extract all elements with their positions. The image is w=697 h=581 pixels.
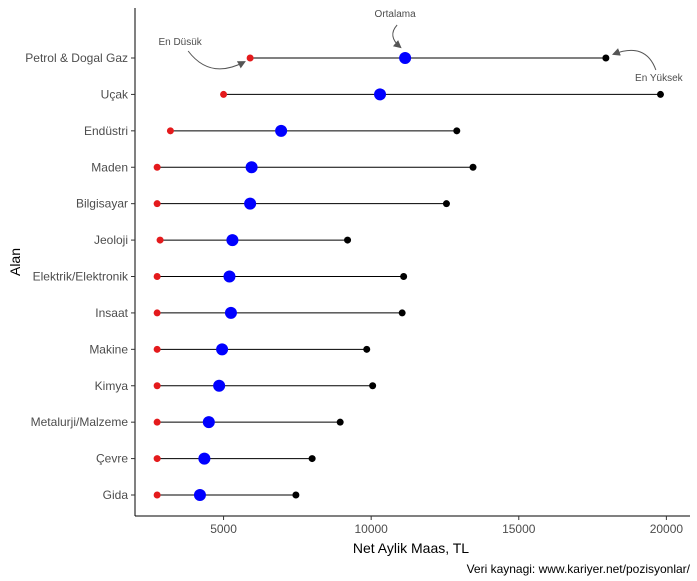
mean-point-0	[399, 52, 412, 64]
min-point-6	[153, 273, 161, 280]
annotations-layer: Ortalama En Düsük En Yüksek	[158, 9, 683, 84]
min-point-10	[153, 418, 161, 426]
min-point-7	[153, 309, 161, 317]
y-tick-label-11: Çevre	[96, 452, 128, 466]
mean-point-9	[213, 379, 226, 392]
mean-point-6	[223, 270, 236, 283]
max-point-1	[656, 90, 664, 98]
x-tick-label-5000: 5000	[210, 522, 237, 536]
annotation-min-arrow	[187, 50, 246, 70]
y-tick-label-2: Endüstri	[84, 124, 128, 138]
min-point-9	[153, 382, 161, 390]
annotation-mean-label: Ortalama	[375, 9, 417, 20]
mean-point-7	[224, 306, 237, 319]
mean-point-10	[202, 416, 215, 429]
segments-layer	[157, 57, 661, 496]
max-point-10	[336, 418, 344, 426]
mean-point-2	[275, 124, 288, 137]
x-tick-label-10000: 10000	[354, 522, 388, 536]
caption: Veri kaynagi: www.kariyer.net/pozisyonla…	[467, 562, 691, 576]
max-point-0	[602, 54, 610, 62]
mean-point-3	[245, 161, 258, 174]
mean-point-11	[198, 452, 211, 465]
y-axis-title: Alan	[7, 248, 23, 276]
min-point-1	[220, 90, 228, 98]
axes: 5000 10000 15000 20000 Petrol & Dogal Gaz Uça…	[25, 8, 690, 536]
min-point-4	[153, 200, 161, 208]
max-point-5	[344, 236, 352, 244]
min-point-5	[156, 236, 164, 244]
mean-point-1	[374, 88, 387, 101]
max-point-8	[363, 345, 371, 353]
mean-point-4	[244, 197, 257, 210]
y-tick-label-8: Makine	[89, 342, 128, 356]
min-point-8	[153, 345, 161, 353]
min-point-11	[153, 455, 161, 463]
y-tick-label-1: Uçak	[101, 87, 129, 101]
y-tick-label-4: Bilgisayar	[76, 197, 128, 211]
y-tick-label-12: Gida	[103, 488, 129, 502]
max-point-9	[369, 382, 377, 390]
max-point-4	[442, 200, 450, 208]
max-point-7	[398, 309, 406, 317]
max-point-11	[308, 455, 316, 463]
max-point-12	[292, 491, 300, 499]
annotation-min-label: En Düsük	[158, 37, 202, 48]
y-tick-label-6: Elektrik/Elektronik	[33, 270, 129, 284]
min-point-3	[153, 163, 161, 171]
max-point-2	[453, 127, 461, 135]
annotation-max-arrow	[611, 48, 657, 71]
x-tick-label-15000: 15000	[502, 522, 536, 536]
min-point-2	[166, 127, 174, 135]
y-tick-label-0: Petrol & Dogal Gaz	[25, 51, 128, 65]
max-point-3	[469, 163, 477, 171]
x-tick-label-20000: 20000	[650, 522, 684, 536]
points-layer	[153, 52, 664, 501]
x-axis-title: Net Aylik Maas, TL	[353, 540, 469, 556]
y-tick-label-3: Maden	[91, 160, 128, 174]
y-tick-label-7: Insaat	[95, 306, 128, 320]
annotation-mean-arrow	[392, 24, 402, 49]
min-point-0	[246, 54, 254, 62]
mean-point-5	[226, 234, 239, 247]
y-tick-label-9: Kimya	[95, 379, 129, 393]
max-point-6	[400, 273, 408, 280]
min-point-12	[153, 491, 161, 499]
mean-point-8	[216, 343, 229, 356]
y-tick-label-5: Jeoloji	[94, 233, 128, 247]
y-tick-label-10: Metalurji/Malzeme	[31, 415, 129, 429]
annotation-max-label: En Yüksek	[635, 73, 684, 84]
mean-point-12	[193, 489, 206, 501]
